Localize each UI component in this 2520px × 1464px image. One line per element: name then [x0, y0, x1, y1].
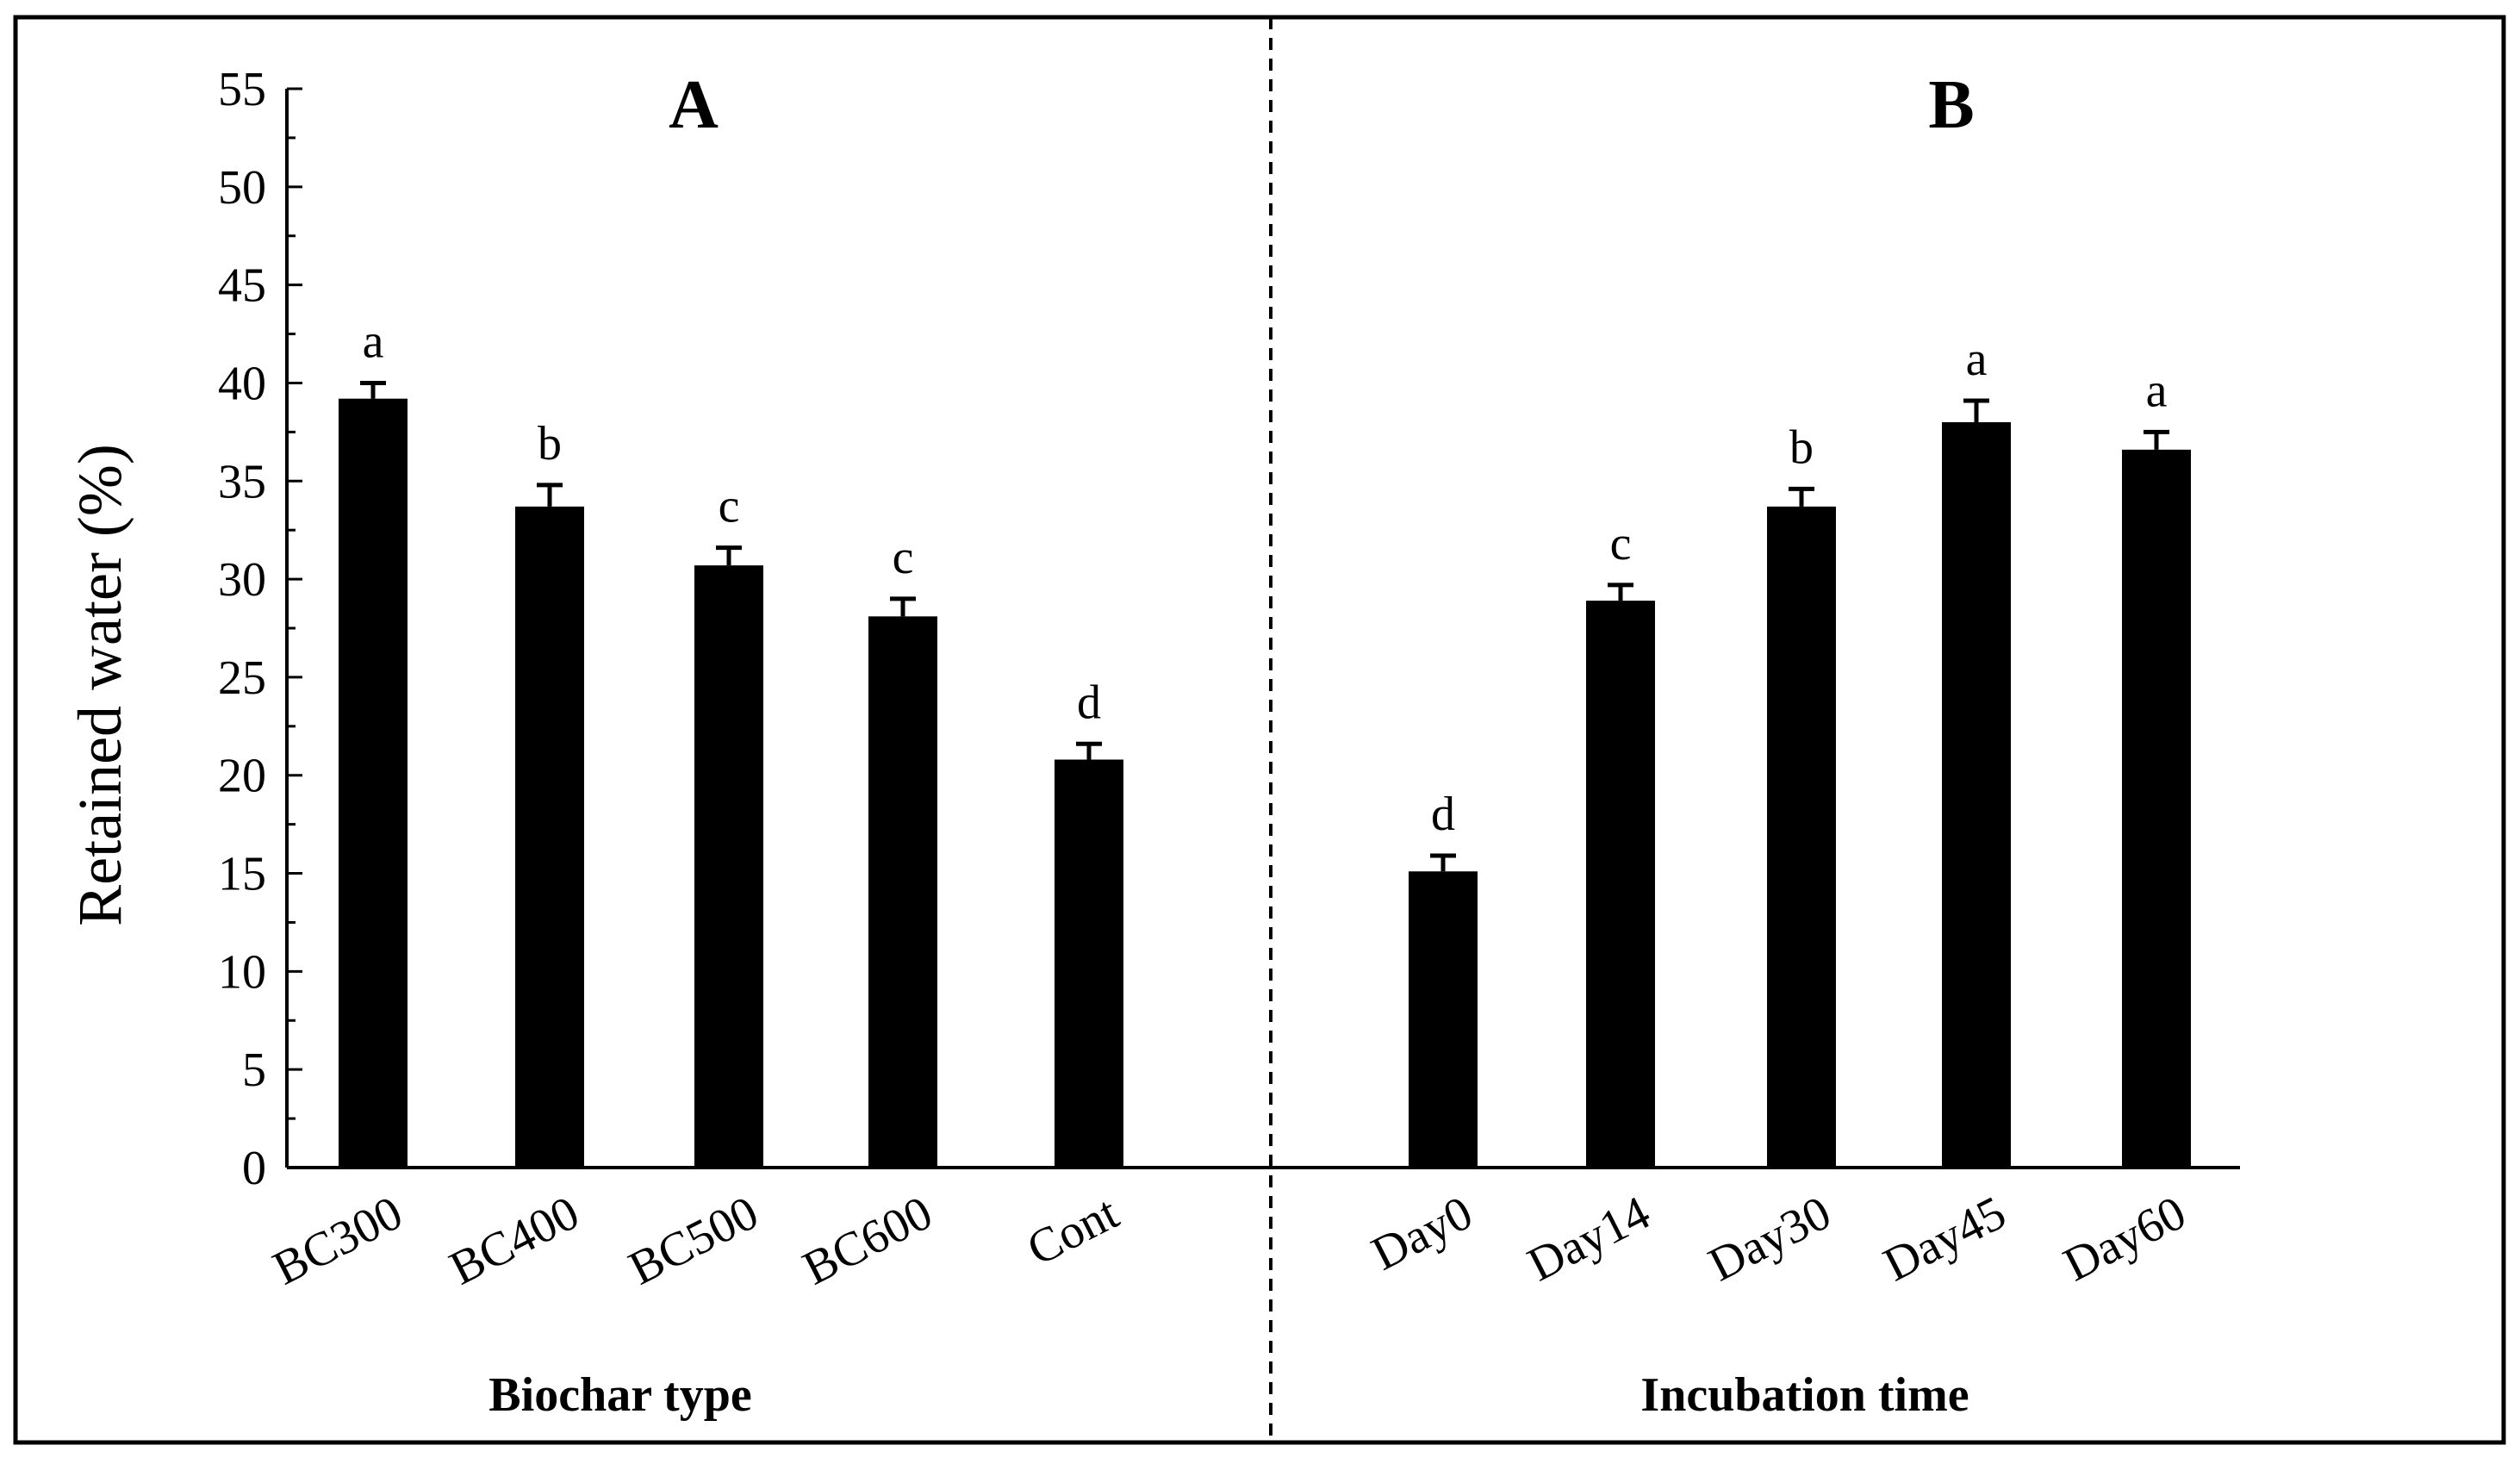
bar	[1586, 601, 1655, 1168]
y-tick-label: 0	[242, 1142, 266, 1195]
significance-label: b	[1789, 421, 1814, 474]
y-tick-label: 15	[218, 848, 266, 901]
panel-label: B	[1928, 67, 1974, 143]
y-tick-label: 25	[218, 651, 266, 705]
y-tick-label: 10	[218, 945, 266, 999]
bar	[694, 565, 763, 1168]
significance-label: d	[1077, 676, 1101, 729]
panel-label: A	[669, 67, 719, 143]
bar	[1942, 421, 2011, 1168]
y-tick-label: 30	[218, 553, 266, 607]
bar	[515, 506, 584, 1168]
outer-frame	[13, 15, 2506, 1445]
y-axis-title: Retained water (%)	[65, 444, 134, 926]
bar	[1055, 759, 1123, 1168]
significance-label: c	[893, 531, 914, 584]
bar	[1767, 506, 1836, 1168]
bar	[1409, 871, 1478, 1168]
y-tick-label: 5	[242, 1043, 266, 1097]
bar	[868, 616, 937, 1168]
y-tick-label: 20	[218, 750, 266, 803]
significance-label: c	[1610, 517, 1632, 570]
significance-label: b	[538, 417, 562, 470]
significance-label: c	[719, 480, 740, 533]
x-axis-group-title: Incubation time	[1640, 1368, 1969, 1422]
y-tick-label: 35	[218, 455, 266, 508]
bar	[339, 398, 408, 1168]
y-tick-label: 50	[218, 161, 266, 215]
significance-label: d	[1431, 788, 1455, 841]
y-tick-label: 40	[218, 357, 266, 410]
significance-label: a	[363, 315, 384, 368]
y-tick-label: 45	[218, 259, 266, 313]
y-tick-label: 55	[218, 63, 266, 116]
bar	[2122, 449, 2191, 1168]
significance-label: a	[2146, 364, 2168, 417]
x-axis-group-title: Biochar type	[488, 1368, 751, 1422]
significance-label: a	[1966, 333, 1988, 386]
